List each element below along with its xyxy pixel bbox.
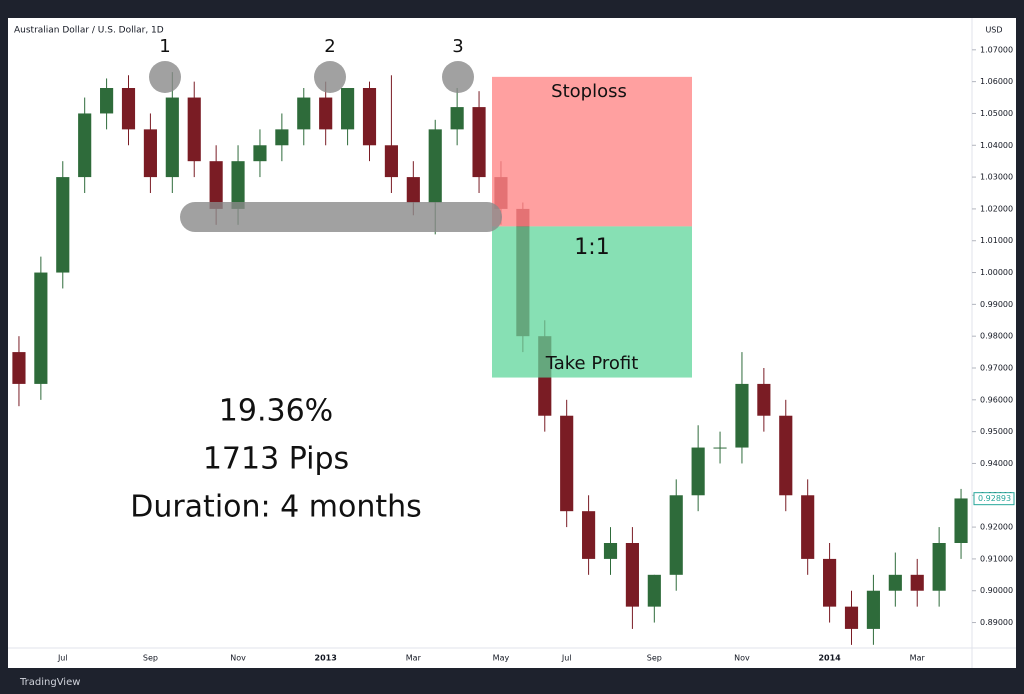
y-tick-label: 1.06000 <box>980 77 1013 86</box>
candle-body <box>625 543 639 607</box>
y-tick-label: 1.00000 <box>980 268 1013 277</box>
axis-unit: USD <box>985 26 1002 35</box>
y-tick-label: 0.94000 <box>980 459 1013 468</box>
candle-body <box>669 495 683 575</box>
stat-percent: 19.36% <box>219 394 333 429</box>
takeprofit-label: Take Profit <box>545 353 639 374</box>
y-tick-label: 0.90000 <box>980 586 1013 595</box>
candle-body <box>428 129 442 203</box>
candle-body <box>209 161 223 209</box>
y-tick-label: 1.05000 <box>980 109 1013 118</box>
y-tick-label: 0.95000 <box>980 427 1013 436</box>
candle-body <box>801 495 815 559</box>
candle-body <box>910 574 924 591</box>
candle-body <box>341 88 355 130</box>
neckline <box>180 202 502 232</box>
x-tick-label: 2013 <box>315 654 337 663</box>
peak-label: 1 <box>159 36 170 57</box>
chart-title: Australian Dollar / U.S. Dollar, 1D <box>14 26 164 36</box>
y-tick-label: 0.98000 <box>980 332 1013 341</box>
last-price-label: 0.92893 <box>978 494 1011 503</box>
candle-body <box>12 352 26 384</box>
peak-marker <box>149 61 181 93</box>
stoploss-label: Stoploss <box>551 81 627 102</box>
candle-body <box>932 543 946 591</box>
candle-body <box>844 606 859 629</box>
candle-body <box>165 97 179 178</box>
candle-body <box>823 558 837 607</box>
x-tick-label: Nov <box>734 654 750 663</box>
y-tick-label: 1.01000 <box>980 236 1013 245</box>
x-tick-label: Mar <box>406 654 422 663</box>
candle-body <box>647 574 661 607</box>
y-tick-label: 0.96000 <box>980 395 1013 404</box>
x-tick-label: Nov <box>230 654 246 663</box>
candle-body <box>603 543 618 559</box>
candle-body <box>560 415 574 512</box>
y-tick-label: 1.02000 <box>980 204 1013 213</box>
candle-body <box>231 161 245 209</box>
candle-body <box>757 383 771 416</box>
ratio-label: 1:1 <box>574 235 609 260</box>
x-tick-label: Jul <box>57 654 68 663</box>
candle-body <box>691 447 705 496</box>
stat-pips: 1713 Pips <box>203 442 349 477</box>
candle-body <box>56 177 70 273</box>
candle-body <box>297 97 311 130</box>
candle-body <box>34 272 48 384</box>
candle-body <box>384 145 398 178</box>
candle-body <box>735 383 749 448</box>
y-tick-label: 0.97000 <box>980 364 1013 373</box>
candle-body <box>143 129 157 178</box>
candle-body <box>450 107 464 130</box>
y-tick-label: 0.92000 <box>980 523 1013 532</box>
y-tick-label: 0.91000 <box>980 554 1013 563</box>
peak-marker <box>314 61 346 93</box>
brand: TradingView <box>19 677 80 688</box>
candle-body <box>779 415 793 496</box>
stoploss-zone <box>492 76 692 227</box>
x-tick-label: Sep <box>647 654 662 663</box>
candle-body <box>275 129 289 146</box>
y-tick-label: 1.07000 <box>980 45 1013 54</box>
candle-body <box>362 88 377 146</box>
peak-marker <box>442 61 474 93</box>
candle-body <box>319 97 333 130</box>
takeprofit-zone <box>492 226 692 378</box>
y-tick-label: 1.04000 <box>980 141 1013 150</box>
candle-body <box>406 177 420 203</box>
candle-body <box>187 97 201 162</box>
candle-body <box>472 107 486 178</box>
x-tick-label: Sep <box>143 654 158 663</box>
x-tick-label: Jul <box>561 654 572 663</box>
x-tick-label: May <box>493 654 510 663</box>
y-tick-label: 1.03000 <box>980 173 1013 182</box>
candle-body <box>121 88 136 130</box>
overlay: 1 2 3 Stoploss 1:1 Take Profit 19.36% 1713 Pips… <box>130 36 692 525</box>
candle-body <box>253 145 267 162</box>
y-tick-label: 0.89000 <box>980 618 1013 627</box>
candles <box>12 72 968 645</box>
candle-body <box>582 511 596 559</box>
last-price-tag <box>973 492 1015 506</box>
peak-label: 3 <box>452 36 463 57</box>
candle-body <box>100 88 114 114</box>
peak-label: 2 <box>324 36 335 57</box>
candle-body <box>78 113 92 178</box>
x-tick-label: 2014 <box>818 654 841 663</box>
stat-duration: Duration: 4 months <box>130 490 422 525</box>
candle-body <box>954 498 968 543</box>
candle-body <box>888 574 902 591</box>
candle-body <box>713 447 727 449</box>
candle-body <box>866 590 880 629</box>
x-tick-label: Mar <box>910 654 926 663</box>
y-tick-label: 0.99000 <box>980 300 1013 309</box>
